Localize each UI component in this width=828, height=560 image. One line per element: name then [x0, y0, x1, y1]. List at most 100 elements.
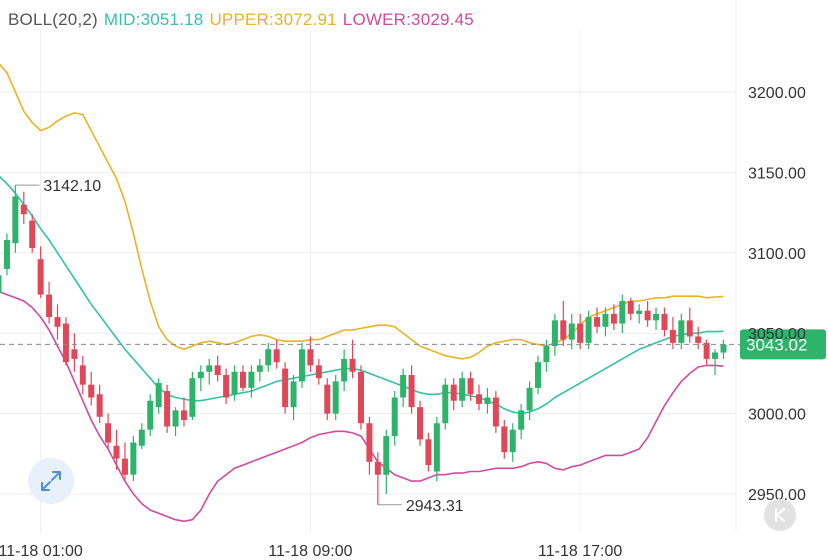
candle-body [467, 378, 474, 395]
candle-body [594, 317, 601, 327]
candle-body [391, 397, 398, 437]
candle-up [332, 375, 339, 421]
candle-down [37, 246, 44, 298]
candle-down [408, 365, 415, 414]
candle-body [256, 365, 263, 372]
candle-body [130, 442, 137, 475]
last-price-badge [740, 329, 826, 360]
candle-up [509, 423, 516, 462]
candle-body [231, 371, 238, 395]
candle-body [366, 423, 373, 462]
candle-body [408, 375, 415, 408]
candle-body [0, 275, 2, 293]
legend-indicator-name: BOLL(20,2) [8, 10, 98, 29]
candle-body [349, 358, 356, 372]
candle-body [476, 394, 483, 404]
candle-down [501, 420, 508, 459]
candle-body [324, 384, 331, 414]
candle-body [492, 397, 499, 427]
candle-body [551, 320, 558, 347]
candle-down [113, 429, 120, 470]
grid-lines [0, 0, 737, 532]
candle-down [71, 333, 78, 372]
candle-body [29, 220, 36, 248]
expand-arrows-icon [41, 471, 61, 491]
candle-up [543, 339, 550, 372]
candle-body [400, 375, 407, 398]
candle-down [105, 413, 112, 449]
candle-up [535, 355, 542, 395]
candle-down [62, 317, 69, 366]
candle-up [3, 233, 10, 276]
candle-body [223, 375, 230, 398]
candle-up [459, 371, 466, 408]
candle-body [62, 323, 69, 363]
candle-body [147, 400, 154, 430]
candle-body [374, 461, 381, 475]
candle-body [560, 320, 567, 340]
candle-up [400, 368, 407, 408]
candle-down [661, 307, 668, 337]
k-button[interactable] [764, 499, 796, 531]
candle-body [357, 371, 364, 424]
candle-up [172, 407, 179, 437]
candle-body [712, 352, 719, 359]
candle-body [164, 391, 171, 427]
candle-body [484, 397, 491, 404]
candle-down [164, 384, 171, 433]
candle-up [290, 375, 297, 421]
candle-body [265, 349, 272, 366]
legend-upper: UPPER:3072.91 [209, 10, 337, 29]
y-tick-label: 3100.00 [748, 246, 806, 263]
candle-down [560, 301, 567, 347]
candle-down [46, 281, 53, 324]
y-tick-label: 3200.00 [748, 85, 806, 102]
candle-down [476, 384, 483, 411]
candle-body [602, 313, 609, 327]
candle-body [180, 410, 187, 421]
candle-down [54, 304, 61, 340]
candle-up [197, 365, 204, 392]
candle-up [636, 304, 643, 324]
candle-up [147, 394, 154, 437]
candle-body [12, 196, 19, 244]
candle-up [155, 378, 162, 414]
candle-down [349, 339, 356, 379]
candle-down [627, 297, 634, 321]
candle-body [239, 371, 246, 388]
candle-down [644, 301, 651, 327]
candle-up [231, 365, 238, 401]
candle-down [214, 355, 221, 382]
candle-body [3, 239, 10, 269]
x-tick-label: 11-18 01:00 [0, 543, 83, 560]
candle-up [256, 358, 263, 382]
legend-lower: LOWER:3029.45 [342, 10, 474, 29]
x-tick-label: 11-18 17:00 [538, 543, 622, 560]
candle-down [324, 378, 331, 421]
candle-body [425, 439, 432, 466]
candle-down [467, 371, 474, 401]
candle-body [459, 378, 466, 401]
candle-down [315, 358, 322, 385]
candle-down [88, 371, 95, 406]
candle-body [568, 323, 575, 340]
expand-chart-button[interactable] [28, 458, 74, 504]
candle-up [712, 349, 719, 376]
candle-down [450, 378, 457, 411]
candle-up [265, 342, 272, 372]
candle-up [138, 423, 145, 449]
y-tick-label: 2950.00 [748, 487, 806, 504]
candle-body [315, 365, 322, 379]
candle-down [686, 307, 693, 343]
candle-up [12, 185, 19, 253]
candle-down [669, 317, 676, 350]
candle-body [138, 429, 145, 446]
candle-body [619, 301, 626, 324]
candle-down [282, 362, 289, 414]
last-price-value: 3043.02 [746, 335, 807, 354]
candle-up [678, 313, 685, 350]
candle-up [206, 358, 213, 385]
candle-body [627, 301, 634, 314]
candle-body [189, 378, 196, 417]
